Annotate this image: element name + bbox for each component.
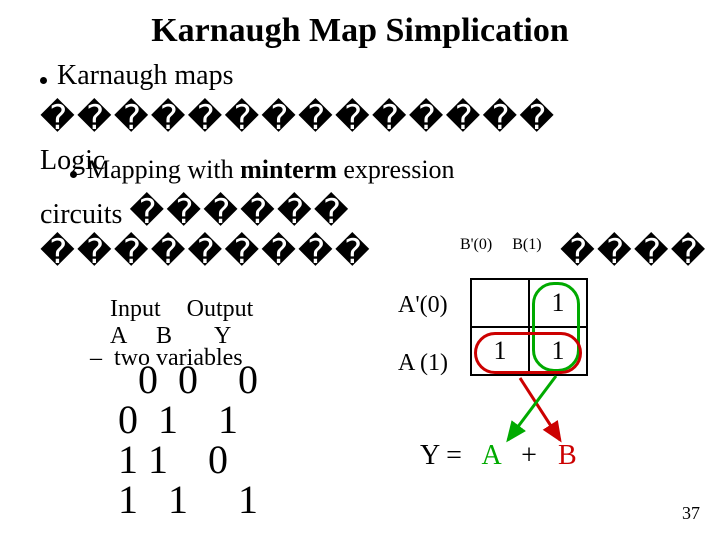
kmap-grid: 1 1 1 <box>470 278 588 376</box>
equation: Y = A + B <box>420 440 577 472</box>
kmap-row1-label: A (1) <box>398 350 448 377</box>
tt-output-label: Output <box>187 296 254 323</box>
bullet-mapping: Mapping with minterm expression <box>70 155 455 185</box>
kmap-col1: B(1) <box>512 236 541 254</box>
mapping-post: expression <box>337 155 455 184</box>
truth-table-values: 0 0 0 0 1 1 1 1 0 1 1 1 <box>118 360 258 520</box>
dash-icon: – <box>90 345 114 371</box>
bullet-dot-icon <box>70 171 77 178</box>
page-number: 37 <box>682 503 700 524</box>
eq-lhs: Y = <box>420 440 462 471</box>
arrow-green-icon <box>508 376 556 440</box>
kmap-row0-label: A'(0) <box>398 292 448 319</box>
kmap-col-headers: B'(0) B(1) <box>460 236 542 254</box>
placeholder-glyphs-3-left: ��������� <box>40 232 372 272</box>
placeholder-glyphs-1: �������������� <box>40 98 556 138</box>
circuits-text: circuits <box>40 199 122 230</box>
bullet-text: Karnaugh maps <box>57 60 234 92</box>
bullet-karnaugh-maps: Karnaugh maps <box>40 60 234 92</box>
page-title: Karnaugh Map Simplication <box>0 0 720 50</box>
eq-term-a: A <box>481 440 500 471</box>
mapping-pre: Mapping with <box>87 155 240 184</box>
tt-input-label: Input <box>110 296 161 323</box>
truth-table: Input Output A B Y <box>110 296 253 350</box>
eq-term-b: B <box>558 440 577 471</box>
circuits-line: circuits ������ <box>40 192 351 232</box>
kmap-cell-11: 1 <box>529 327 587 375</box>
kmap-cell-10: 1 <box>471 327 529 375</box>
kmap-col0: B'(0) <box>460 236 492 254</box>
placeholder-small: ������ <box>129 194 350 231</box>
kmap-cell-01: 1 <box>529 279 587 327</box>
eq-plus: + <box>521 440 537 471</box>
bullet-dot-icon <box>40 77 47 84</box>
arrow-red-icon <box>520 378 560 440</box>
kmap-cell-00 <box>471 279 529 327</box>
mapping-bold: minterm <box>240 155 337 184</box>
placeholder-glyphs-3-right: ���� <box>560 232 707 272</box>
